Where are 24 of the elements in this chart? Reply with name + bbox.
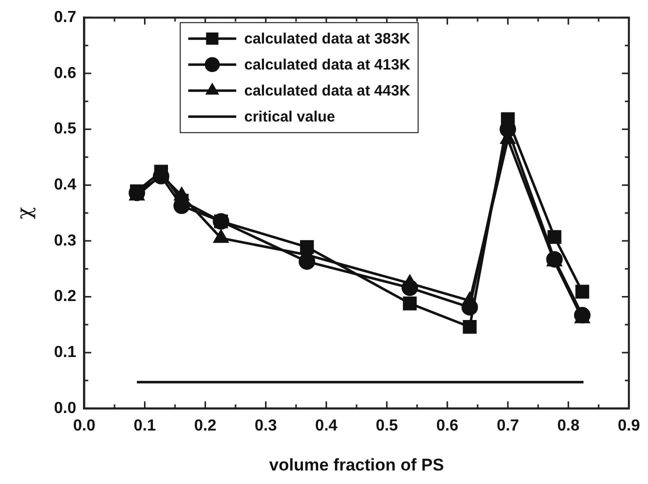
y-tick-label: 0.3 [54, 232, 76, 250]
x-tick-label: 0.5 [376, 417, 398, 434]
x-tick-label: 0.3 [254, 417, 278, 434]
y-axis-title: χ [12, 206, 36, 220]
legend-label: calculated data at 413K [244, 56, 410, 74]
y-tick-label: 0.4 [54, 176, 76, 194]
x-tick-label: 0.7 [496, 417, 520, 434]
x-tick-label: 0.9 [618, 417, 640, 434]
x-tick-label: 0.4 [315, 417, 338, 434]
x-tick-label: 0.8 [557, 417, 580, 434]
x-tick-label: 0.1 [134, 417, 156, 434]
legend-label: calculated data at 383K [244, 30, 410, 48]
y-tick-label: 0.1 [54, 344, 76, 361]
x-axis-title: volume fraction of PS [269, 455, 444, 474]
y-tick-label: 0.0 [54, 400, 76, 417]
y-tick-label: 0.5 [54, 120, 76, 138]
y-tick-label: 0.6 [54, 64, 76, 82]
legend-label: calculated data at 443K [244, 82, 410, 100]
x-tick-label: 0.6 [436, 417, 459, 434]
x-tick-label: 0.2 [194, 417, 216, 434]
x-tick-label: 0.0 [73, 417, 96, 434]
legend-label: critical value [244, 108, 336, 126]
y-tick-label: 0.7 [54, 9, 76, 26]
y-tick-label: 0.2 [54, 288, 76, 306]
